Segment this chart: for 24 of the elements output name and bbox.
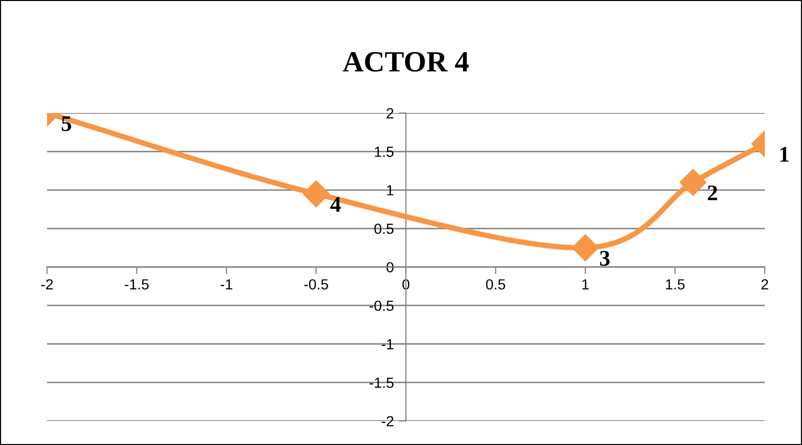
x-tick-label: 1 [582, 279, 589, 290]
y-tick-label: -2 [382, 416, 394, 426]
annotation: 3 [600, 250, 610, 266]
x-tick-label: -2 [41, 279, 53, 290]
x-tick-label: -0.5 [304, 279, 328, 290]
annotation: 1 [780, 147, 789, 162]
y-tick-label: -1 [382, 339, 394, 350]
x-tick-label: -1.5 [124, 279, 149, 290]
x-tick-label: 2 [761, 279, 768, 290]
y-tick-label: 1 [387, 185, 394, 196]
x-tick-label: 0 [402, 279, 410, 290]
chart-title: ACTOR 4 [342, 52, 469, 72]
annotation: 2 [708, 185, 718, 200]
y-tick-label: 0.5 [374, 224, 394, 234]
y-tick-label: 1.5 [374, 146, 394, 157]
annotation: 4 [330, 197, 341, 212]
y-tick-label: -0.5 [370, 300, 394, 311]
y-tick-label: 2 [386, 108, 394, 118]
point [302, 180, 330, 208]
x-tick-label: 1.5 [666, 279, 685, 290]
point [680, 168, 706, 196]
x-tick-label: 0.5 [486, 279, 506, 290]
x-tick-label: -1 [220, 279, 232, 290]
y-tick-label: -1.5 [370, 378, 394, 388]
